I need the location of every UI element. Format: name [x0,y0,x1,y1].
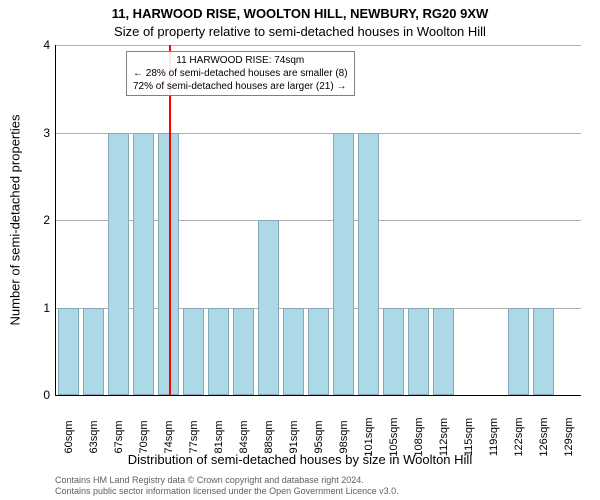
y-tick-label: 1 [28,301,50,315]
x-tick-label: 67sqm [113,420,125,453]
x-axis-label: Distribution of semi-detached houses by … [0,452,600,467]
x-tick-label: 88sqm [263,420,275,453]
x-tick-label: 129sqm [563,417,575,456]
x-tick-label: 115sqm [463,418,475,456]
bar [358,133,379,396]
highlight-marker-line [169,45,171,395]
bar [83,308,104,396]
x-tick-label: 108sqm [413,417,425,456]
y-tick-label: 3 [28,126,50,140]
annotation-line-smaller: ← 28% of semi-detached houses are smalle… [133,67,348,80]
bar [508,308,529,396]
plot-area: 0123460sqm63sqm67sqm70sqm74sqm77sqm81sqm… [55,45,581,396]
chart-title-main: 11, HARWOOD RISE, WOOLTON HILL, NEWBURY,… [0,6,600,21]
x-tick-label: 77sqm [188,420,200,453]
x-tick-label: 74sqm [163,420,175,453]
footer-line-2: Contains public sector information licen… [55,486,399,497]
bar [258,220,279,395]
y-axis-label: Number of semi-detached properties [7,115,22,326]
bar [283,308,304,396]
x-tick-label: 105sqm [388,417,400,456]
x-tick-label: 60sqm [63,420,75,453]
chart-container: 11, HARWOOD RISE, WOOLTON HILL, NEWBURY,… [0,0,600,500]
bar [408,308,429,396]
y-tick-label: 2 [28,213,50,227]
bar [58,308,79,396]
x-tick-label: 84sqm [238,420,250,453]
bar [333,133,354,396]
y-tick-label: 4 [28,38,50,52]
bar [183,308,204,396]
bar [308,308,329,396]
bar [383,308,404,396]
bar [433,308,454,396]
x-tick-label: 95sqm [313,420,325,453]
gridline [56,45,581,46]
chart-title-sub: Size of property relative to semi-detach… [0,24,600,39]
x-tick-label: 70sqm [138,420,150,453]
x-tick-label: 63sqm [88,420,100,453]
bar [133,133,154,396]
annotation-line-larger: 72% of semi-detached houses are larger (… [133,80,348,93]
x-tick-label: 81sqm [213,420,225,453]
annotation-title: 11 HARWOOD RISE: 74sqm [133,54,348,67]
x-tick-label: 122sqm [513,417,525,456]
x-tick-label: 91sqm [288,420,300,453]
bar [233,308,254,396]
bar [533,308,554,396]
y-tick-label: 0 [28,388,50,402]
x-tick-label: 126sqm [538,417,550,456]
x-tick-label: 119sqm [488,418,500,456]
bar [108,133,129,396]
footer-line-1: Contains HM Land Registry data © Crown c… [55,475,399,486]
x-tick-label: 101sqm [363,417,375,456]
x-tick-label: 98sqm [338,420,350,453]
x-tick-label: 112sqm [438,418,450,456]
annotation-box: 11 HARWOOD RISE: 74sqm ← 28% of semi-det… [126,51,355,96]
bar [208,308,229,396]
footer-attribution: Contains HM Land Registry data © Crown c… [55,475,399,497]
